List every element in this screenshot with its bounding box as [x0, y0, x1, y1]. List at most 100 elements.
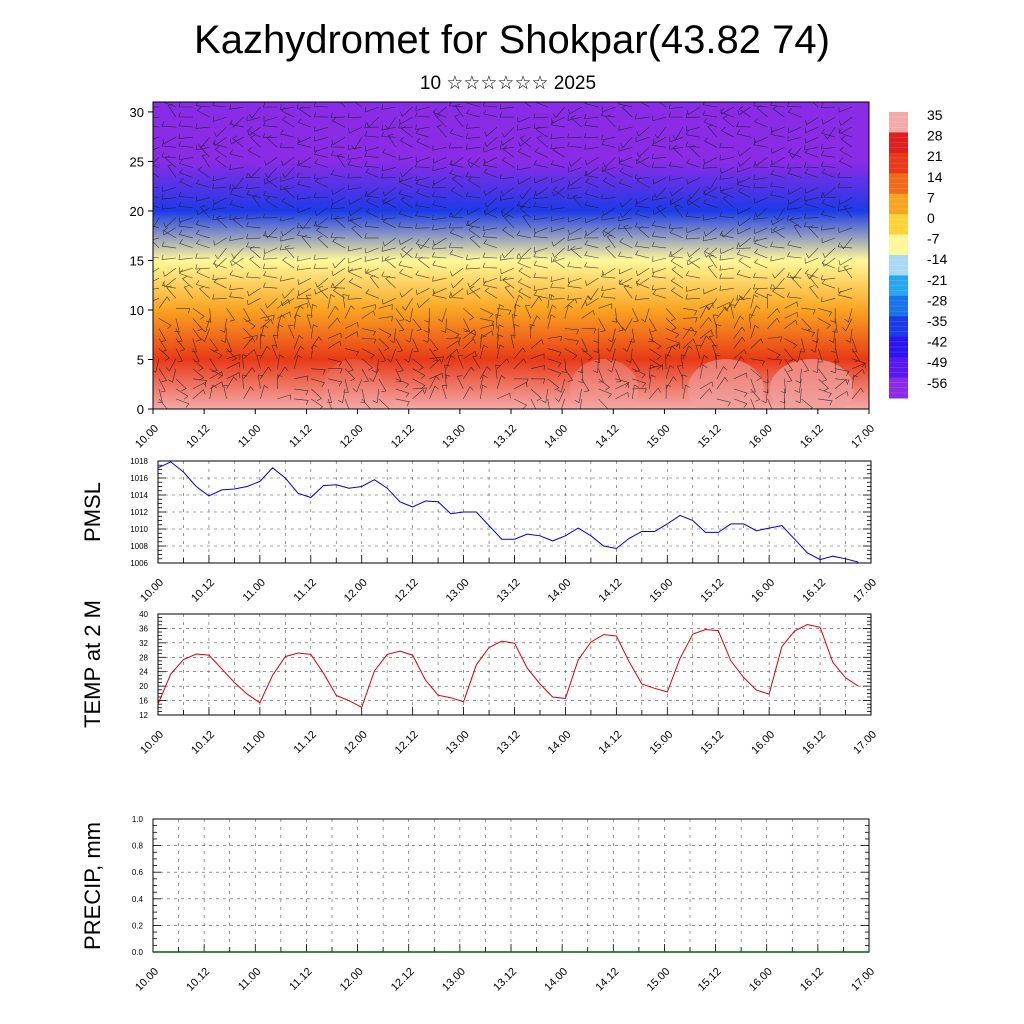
wind-barb [386, 348, 396, 363]
wind-barb [669, 228, 684, 239]
wind-barb [618, 178, 633, 188]
wind-barb [651, 162, 667, 168]
wind-barb [230, 136, 244, 145]
wind-barb [296, 265, 312, 271]
wind-barb [293, 354, 303, 369]
wind-barb [736, 249, 751, 259]
y-tick-label: 1012 [130, 508, 148, 517]
wind-barb [618, 125, 633, 131]
wind-barb [602, 157, 616, 168]
y-tick-label: 10 [130, 303, 144, 318]
wind-barb [344, 305, 355, 319]
wind-barb [835, 368, 850, 376]
temperature-field [153, 102, 869, 409]
wind-barb [653, 187, 667, 199]
wind-barb [618, 251, 633, 259]
wind-barb [550, 143, 565, 150]
wind-barb [773, 207, 785, 221]
wind-barb [432, 157, 447, 164]
x-tick-label: 13.00 [444, 577, 472, 605]
wind-barb [496, 392, 511, 400]
wind-barb [686, 227, 701, 234]
wind-barb [361, 348, 375, 359]
wind-barb [347, 112, 362, 119]
wind-barb [733, 349, 747, 359]
wind-barb [652, 256, 667, 262]
wind-barb [297, 118, 312, 128]
wind-barb [552, 106, 565, 119]
wind-barb [686, 177, 701, 185]
wind-barb [598, 318, 606, 332]
wind-barb [598, 368, 604, 383]
wind-barb [446, 348, 459, 359]
wind-barb [412, 388, 426, 400]
wind-barb [737, 187, 751, 198]
wind-barb [243, 308, 251, 322]
wind-barb [330, 214, 346, 220]
wind-barb [533, 201, 548, 208]
wind-barb [399, 268, 413, 279]
wind-barb [412, 387, 427, 393]
wind-barb [348, 257, 363, 264]
wind-barb [364, 233, 379, 239]
wind-barb [382, 237, 396, 247]
wind-barb [703, 198, 718, 208]
x-tick-label: 15.12 [696, 423, 724, 451]
wind-barb [158, 368, 168, 382]
wind-barb [416, 137, 430, 148]
wind-barb [518, 197, 532, 209]
wind-barb [448, 102, 464, 108]
wind-barb [669, 198, 684, 208]
wind-barb [264, 298, 278, 309]
wind-barb [230, 257, 244, 267]
x-tick-label: 16.00 [747, 423, 775, 451]
colorbar-label: 0 [927, 210, 935, 226]
wind-barb [687, 247, 701, 258]
wind-barb [199, 144, 210, 158]
wind-barb [638, 225, 650, 239]
y-tick-label: 36 [139, 624, 148, 633]
wind-barb [465, 171, 481, 178]
wind-barb [162, 136, 177, 145]
wind-barb [365, 247, 379, 254]
wind-barb [332, 257, 346, 269]
wind-barb [517, 177, 532, 185]
x-tick-label: 14.12 [593, 423, 621, 451]
wind-barb [432, 145, 447, 151]
wind-barb [165, 358, 177, 372]
wind-barb [635, 136, 650, 143]
wind-barb [687, 196, 701, 208]
wind-barb [753, 102, 768, 108]
wind-barb [331, 117, 346, 128]
wind-barb [818, 308, 833, 317]
wind-barb [277, 374, 283, 389]
wind-barb [279, 142, 295, 149]
wind-barb [249, 256, 261, 269]
wind-barb [838, 287, 853, 294]
wind-barb [415, 111, 430, 118]
wind-barb [567, 115, 582, 121]
wind-barb [835, 378, 850, 385]
wind-barb [770, 169, 785, 178]
wind-barb [212, 139, 227, 148]
wind-barb [550, 120, 565, 128]
wind-barb [313, 102, 329, 108]
wind-barb [685, 286, 701, 292]
colorbar-segment [889, 377, 908, 399]
wind-barb [229, 184, 244, 190]
wind-barb [281, 107, 295, 118]
wind-barb [838, 205, 853, 211]
wind-barb [534, 247, 548, 253]
wind-barb [786, 292, 802, 299]
wind-barb [296, 230, 312, 239]
wind-barb [808, 225, 819, 239]
wind-barb [260, 324, 269, 339]
wind-barb [162, 186, 176, 192]
wind-barb [670, 187, 684, 197]
wind-barb [327, 358, 343, 367]
wind-barb [665, 328, 680, 339]
wind-barb [192, 381, 207, 390]
wind-barb [564, 304, 573, 319]
wind-barb [448, 223, 464, 229]
wind-barb [389, 328, 396, 343]
